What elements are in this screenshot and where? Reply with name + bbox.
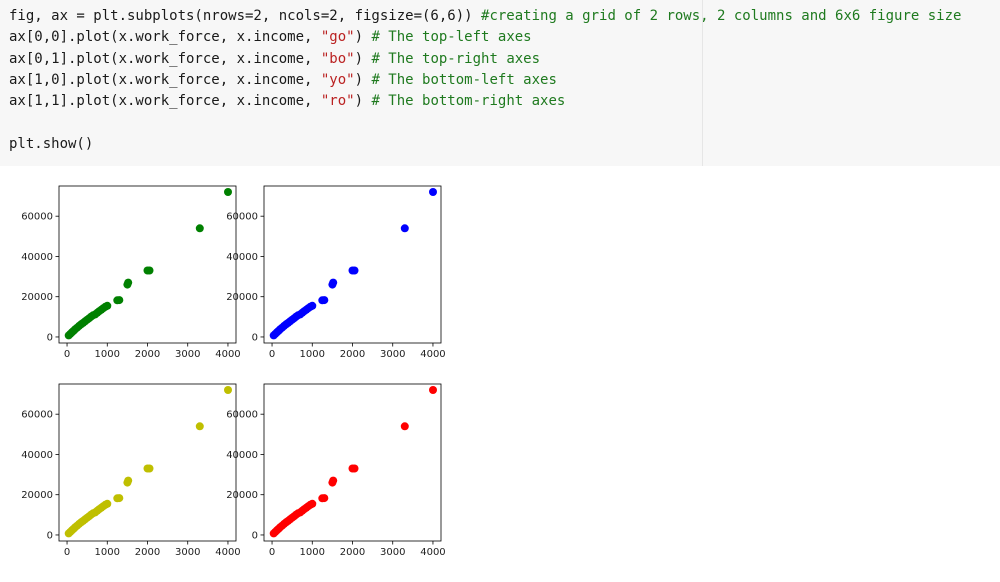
data-point [145,266,154,275]
y-tick-label: 60000 [21,410,53,421]
data-point [350,464,359,473]
code-token: ax[0,1].plot(x.work_force, x.income, [9,50,321,67]
code-line-limit-ruler [702,0,703,166]
data-point [224,188,232,196]
data-point [195,422,204,431]
x-tick-label: 3000 [175,547,200,558]
x-tick-label: 2000 [135,547,160,558]
y-tick-label: 0 [252,530,258,541]
x-tick-label: 3000 [380,547,405,558]
data-point [400,224,409,233]
x-tick-label: 4000 [215,349,240,360]
code-string-token: "ro" [320,93,355,110]
x-tick-label: 1000 [300,547,325,558]
data-point [350,266,359,275]
y-tick-label: 20000 [226,292,258,303]
code-token: ) [354,50,372,67]
data-point [329,278,338,287]
data-point [103,499,112,508]
y-tick-label: 40000 [21,450,53,461]
data-point [329,476,338,485]
y-tick-label: 40000 [226,450,258,461]
data-point [115,494,124,503]
data-point [429,188,437,196]
x-tick-label: 0 [269,349,275,360]
x-tick-label: 3000 [175,349,200,360]
data-point [145,464,154,473]
code-token: plt.show() [9,135,94,152]
data-point [308,301,317,310]
x-tick-label: 1000 [300,349,325,360]
code-line: ax[1,0].plot(x.work_force, x.income, "yo… [9,70,961,91]
x-tick-label: 0 [64,547,70,558]
code-line [9,112,961,133]
code-token: ) [354,93,372,110]
code-comment-token: # The top-left axes [371,29,532,46]
y-tick-label: 40000 [226,252,258,263]
y-tick-label: 60000 [226,410,258,421]
code-comment-token: # The bottom-left axes [371,71,557,88]
x-tick-label: 2000 [340,547,365,558]
code-cell[interactable]: fig, ax = plt.subplots(nrows=2, ncols=2,… [0,0,1000,166]
data-point [320,494,329,503]
data-point [124,278,133,287]
y-tick-label: 20000 [21,490,53,501]
x-tick-label: 3000 [380,349,405,360]
y-tick-label: 60000 [21,212,53,223]
x-tick-label: 4000 [420,349,445,360]
data-point [103,301,112,310]
code-token: fig, ax = plt.subplots(nrows=2, ncols=2,… [9,8,482,24]
data-point [115,296,124,305]
code-line: fig, ax = plt.subplots(nrows=2, ncols=2,… [9,6,961,27]
x-tick-label: 2000 [340,349,365,360]
code-token: ) [354,29,372,46]
y-tick-label: 60000 [226,212,258,223]
y-tick-label: 20000 [21,292,53,303]
code-editor[interactable]: fig, ax = plt.subplots(nrows=2, ncols=2,… [9,6,961,155]
code-comment-token: #creating a grid of 2 rows, 2 columns an… [481,8,962,24]
code-token: ax[1,1].plot(x.work_force, x.income, [9,93,321,110]
data-point [224,386,232,394]
data-point [429,386,437,394]
code-string-token: "bo" [320,50,355,67]
y-tick-label: 20000 [226,490,258,501]
y-tick-label: 0 [47,530,53,541]
code-line: ax[0,0].plot(x.work_force, x.income, "go… [9,27,961,48]
data-point [320,296,329,305]
code-token: ) [354,71,372,88]
code-comment-token: # The top-right axes [371,50,541,67]
code-string-token: "yo" [320,71,355,88]
code-string-token: "go" [320,29,355,46]
code-line: ax[1,1].plot(x.work_force, x.income, "ro… [9,91,961,112]
y-tick-label: 40000 [21,252,53,263]
code-token: ax[0,0].plot(x.work_force, x.income, [9,29,321,46]
code-line: plt.show() [9,134,961,155]
x-tick-label: 4000 [215,547,240,558]
code-token: ax[1,0].plot(x.work_force, x.income, [9,71,321,88]
x-tick-label: 2000 [135,349,160,360]
code-comment-token: # The bottom-right axes [371,93,566,110]
data-point [124,476,133,485]
data-point [308,499,317,508]
data-point [195,224,204,233]
code-line: ax[0,1].plot(x.work_force, x.income, "bo… [9,49,961,70]
x-tick-label: 0 [64,349,70,360]
y-tick-label: 0 [252,332,258,343]
x-tick-label: 1000 [95,349,120,360]
x-tick-label: 0 [269,547,275,558]
data-point [400,422,409,431]
x-tick-label: 4000 [420,547,445,558]
cell-output: 0 1000 2000 3000 4000 0 20000 40000 60000 0 1000 20… [0,166,1000,578]
y-tick-label: 0 [47,332,53,343]
x-tick-label: 1000 [95,547,120,558]
